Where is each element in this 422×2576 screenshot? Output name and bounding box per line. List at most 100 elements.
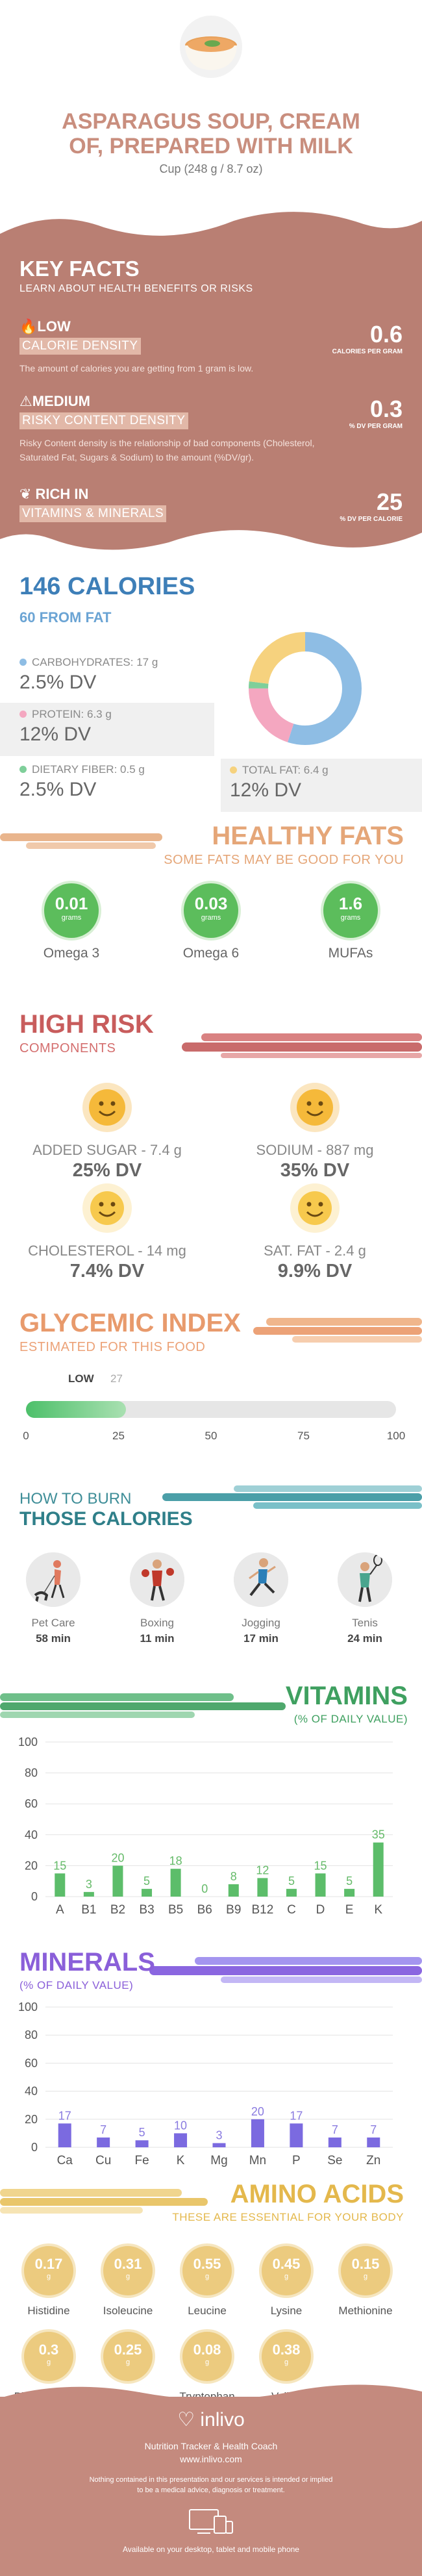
bar — [251, 2119, 264, 2147]
glycemic-tick-label: 75 — [297, 1430, 310, 1442]
amino-acid-name: Methionine — [338, 2305, 393, 2317]
amino-acid-name: Lysine — [270, 2305, 303, 2317]
bar — [83, 1891, 94, 1897]
amino-acid-badge: 0.15 g — [341, 2246, 390, 2295]
bar-value-label: 20 — [111, 1851, 124, 1864]
key-fact-description: Risky Content density is the relationshi… — [19, 438, 315, 462]
bar — [367, 2137, 380, 2147]
boxing-icon — [130, 1552, 184, 1607]
x-tick-label: B1 — [81, 1903, 96, 1917]
smiley-icon — [290, 1083, 340, 1132]
amino-acid-value: 0.25 — [114, 2342, 142, 2358]
key-fact-level: LOW — [37, 318, 71, 335]
amino-subtitle: THESE ARE ESSENTIAL FOR YOUR BODY — [172, 2211, 404, 2223]
bar-value-label: 8 — [230, 1870, 237, 1883]
amino-acid-item: 0.55 g Leucine — [168, 2246, 246, 2317]
amino-acid-value: 0.15 — [351, 2256, 380, 2272]
calorie-donut-chart — [249, 632, 362, 745]
macro-total-fat: TOTAL FAT: 6.4 g 12% DV — [221, 759, 422, 812]
bar-value-label: 18 — [169, 1854, 182, 1867]
key-facts-background — [0, 212, 422, 550]
amino-acid-item: 0.31 g Isoleucine — [89, 2246, 167, 2317]
bar — [228, 1884, 239, 1897]
amino-acid-value: 0.31 — [114, 2256, 142, 2272]
x-tick-label: Mg — [210, 2154, 227, 2167]
glycemic-subtitle: ESTIMATED FOR THIS FOOD — [19, 1340, 206, 1354]
leaf-icon: ❦ — [19, 486, 36, 502]
x-tick-label: B6 — [197, 1903, 212, 1917]
amino-acid-item: 0.45 g Lysine — [247, 2246, 325, 2317]
bar-value-label: 3 — [86, 1878, 92, 1891]
serving-size: Cup (248 g / 8.7 oz) — [159, 162, 263, 175]
footer: ♡ inlivo Nutrition Tracker & Health Coac… — [0, 2384, 422, 2576]
bar-value-label: 17 — [290, 2109, 303, 2122]
key-fact-level: RICH IN — [35, 486, 89, 502]
x-tick-label: E — [345, 1903, 354, 1917]
high-risk-subtitle: COMPONENTS — [19, 1041, 116, 1055]
key-fact-value: 25 — [376, 488, 403, 515]
amino-acid-value: 0.17 — [34, 2256, 63, 2272]
bar — [257, 1878, 268, 1897]
macro-carbohydrates: CARBOHYDRATES: 17 g 2.5% DV — [19, 656, 214, 708]
macro-dv: 2.5% DV — [19, 779, 97, 800]
activity-tennis: Tenis 24 min — [326, 1552, 404, 1645]
activity-jogging: Jogging 17 min — [222, 1552, 300, 1645]
x-tick-label: K — [177, 2154, 185, 2167]
risk-name: ADDED SUGAR - 7.4 g — [32, 1142, 182, 1158]
fat-value: 1.6 — [338, 894, 363, 913]
amino-acid-value: 0.45 — [272, 2256, 301, 2272]
x-tick-label: B3 — [139, 1903, 154, 1917]
protein-dot-icon — [19, 711, 27, 718]
amino-acid-unit: g — [284, 2358, 289, 2366]
amino-acid-unit: g — [284, 2273, 289, 2280]
macro-label: TOTAL FAT: 6.4 g — [242, 764, 329, 776]
amino-acid-value: 0.55 — [193, 2256, 221, 2272]
y-tick-label: 60 — [25, 1797, 38, 1810]
amino-acid-badge: 0.45 g — [262, 2246, 311, 2295]
risk-dv: 9.9% DV — [277, 1261, 353, 1282]
footer-url[interactable]: www.inlivo.com — [180, 2454, 242, 2464]
brand-logo[interactable]: ♡ inlivo — [0, 2408, 422, 2431]
macro-label: CARBOHYDRATES: 17 g — [32, 656, 158, 668]
header: ASPARAGUS SOUP, CREAM OF, PREPARED WITH M… — [0, 0, 422, 195]
key-fact-label: CALORIE DENSITY — [19, 338, 141, 355]
bar — [112, 1865, 123, 1897]
jogging-icon — [234, 1552, 288, 1607]
activity-minutes: 24 min — [347, 1632, 382, 1645]
bar-value-label: 5 — [346, 1875, 353, 1888]
fat-mufas: 1.6 grams MUFAs — [315, 883, 386, 961]
x-tick-label: Cu — [95, 2154, 111, 2167]
risk-dv: 25% DV — [72, 1160, 142, 1181]
key-facts-section: KEY FACTS LEARN ABOUT HEALTH BENEFITS OR… — [0, 195, 422, 559]
page-title: ASPARAGUS SOUP, CREAM OF, PREPARED WITH M… — [62, 109, 360, 158]
burn-calories-section: HOW TO BURN THOSE CALORIES Pet Care 58 m… — [0, 1468, 422, 1663]
amino-acid-unit: g — [205, 2273, 210, 2280]
burn-title-line2: THOSE CALORIES — [19, 1508, 193, 1530]
tennis-icon — [338, 1552, 392, 1607]
y-tick-label: 60 — [25, 2056, 38, 2069]
amino-acid-badge: 0.31 g — [103, 2246, 153, 2295]
risk-sodium: SODIUM - 887 mg 35% DV — [217, 1081, 412, 1181]
minerals-subtitle: (% OF DAILY VALUE) — [19, 1979, 134, 1991]
glycemic-value: 27 — [110, 1372, 123, 1385]
amino-acid-badge: 0.25 g — [103, 2332, 153, 2381]
key-fact-value: 0.6 — [369, 321, 403, 347]
minerals-section: MINERALS (% OF DAILY VALUE) 0 20 40 60 80 100… — [0, 1939, 422, 2179]
flame-icon: 🔥 — [19, 318, 38, 335]
macro-label: PROTEIN: 6.3 g — [32, 708, 112, 720]
donut-slice — [249, 632, 362, 745]
high-risk-title: HIGH RISK — [19, 1010, 154, 1039]
smiley-icon — [82, 1083, 132, 1132]
y-tick-label: 20 — [25, 1859, 38, 1872]
risk-dv: 35% DV — [280, 1160, 350, 1181]
x-tick-label: B2 — [110, 1903, 125, 1917]
bar — [55, 1873, 66, 1897]
bar-value-label: 5 — [143, 1875, 150, 1888]
fat-omega-6: 0.03 grams Omega 6 — [175, 883, 247, 961]
macro-label: DIETARY FIBER: 0.5 g — [32, 763, 145, 776]
amino-acids-section: AMINO ACIDS THESE ARE ESSENTIAL FOR YOUR… — [0, 2176, 422, 2403]
key-fact-label: VITAMINS & MINERALS — [19, 505, 167, 522]
bar-value-label: 15 — [53, 1859, 66, 1872]
smiley-icon — [290, 1183, 340, 1233]
vitamins-section: VITAMINS (% OF DAILY VALUE) 0 20 40 60 80 100… — [0, 1673, 422, 1932]
